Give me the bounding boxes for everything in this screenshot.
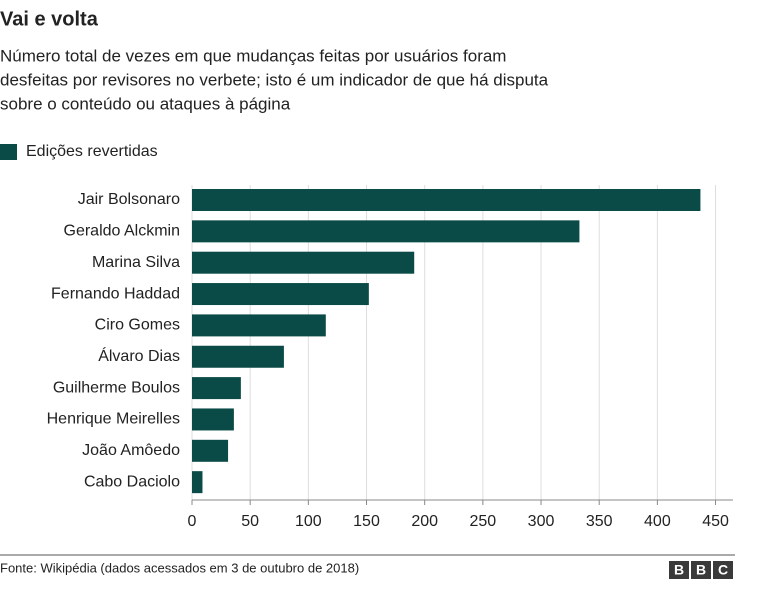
y-tick-label: Guilherme Boulos (53, 379, 180, 396)
bar (192, 439, 229, 462)
logo-box (691, 561, 711, 579)
subtitle: sobre o conteúdo ou ataques à página (0, 94, 291, 113)
x-tick-label: 200 (411, 513, 438, 530)
legend-swatch (0, 144, 17, 160)
y-tick-label: Marina Silva (92, 254, 180, 271)
logo-box (669, 561, 689, 579)
bar (192, 251, 415, 274)
y-tick-label: Cabo Daciolo (84, 473, 180, 490)
logo-letter: B (674, 562, 684, 578)
bar (192, 220, 580, 243)
y-tick-label: Fernando Haddad (51, 285, 180, 302)
y-tick-label: Álvaro Dias (98, 346, 180, 365)
legend-label: Edições revertidas (26, 143, 158, 160)
y-tick-label: Jair Bolsonaro (78, 191, 180, 208)
x-tick-label: 450 (702, 513, 729, 530)
x-tick-label: 300 (528, 513, 555, 530)
logo-letter: B (696, 562, 706, 578)
bar (192, 283, 369, 306)
chart-title: Vai e volta (0, 8, 99, 30)
x-tick-label: 0 (188, 513, 197, 530)
x-tick-label: 250 (470, 513, 497, 530)
bar (192, 377, 241, 400)
subtitle: desfeitas por revisores no verbete; isto… (0, 70, 549, 89)
bar (192, 189, 701, 211)
x-tick-label: 100 (295, 513, 322, 530)
logo-box (713, 561, 733, 579)
source: Fonte: Wikipédia (dados acessados em 3 d… (0, 560, 359, 575)
x-tick-label: 50 (241, 513, 259, 530)
y-tick-label: Geraldo Alckmin (64, 223, 181, 240)
logo-letter: C (718, 562, 728, 578)
bar (192, 471, 203, 494)
x-tick-label: 150 (353, 513, 380, 530)
bar (192, 408, 234, 431)
x-tick-label: 350 (586, 513, 613, 530)
bar (192, 345, 284, 368)
y-tick-label: Ciro Gomes (95, 317, 180, 334)
y-tick-label: João Amôedo (82, 442, 180, 459)
bar (192, 314, 326, 337)
y-tick-label: Henrique Meirelles (47, 411, 180, 428)
x-tick-label: 400 (644, 513, 671, 530)
subtitle: Número total de vezes em que mudanças fe… (0, 46, 506, 65)
